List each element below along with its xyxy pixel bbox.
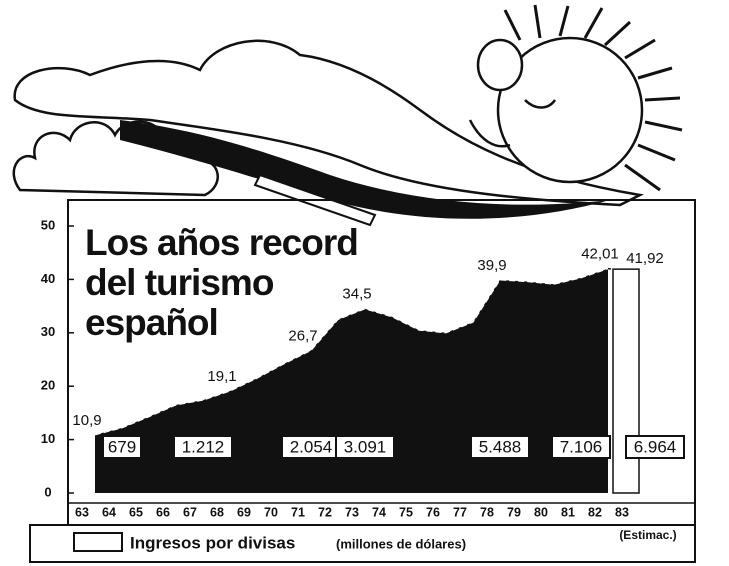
x-tick-label: 82: [588, 505, 602, 519]
estimate-bar: [613, 269, 639, 493]
income-label: 679: [108, 437, 136, 456]
x-tick-label: 79: [507, 505, 521, 519]
value-label: 42,01: [581, 246, 619, 263]
y-tick-label: 10: [41, 431, 55, 446]
income-label: 3.091: [344, 437, 387, 456]
y-tick-label: 50: [41, 217, 55, 232]
x-tick-label: 78: [480, 505, 494, 519]
x-tick-label: 67: [183, 505, 197, 519]
x-tick-label: 80: [534, 505, 548, 519]
income-label: 6.964: [634, 437, 677, 456]
x-tick-label: 76: [426, 505, 440, 519]
y-tick-label: 40: [41, 271, 55, 286]
x-tick-label: 65: [129, 505, 143, 519]
x-tick-label: 63: [75, 505, 89, 519]
legend-swatch: [74, 533, 122, 551]
y-tick-label: 20: [41, 378, 55, 393]
x-tick-label: 69: [237, 505, 251, 519]
chart: Ingresos por divisas (millones de dólare…: [0, 0, 729, 566]
x-tick-label: 64: [102, 505, 116, 519]
x-tick-label: 83: [615, 505, 629, 519]
value-label: 10,9: [72, 412, 101, 429]
value-label: 26,7: [288, 327, 317, 344]
title-line: Los años record: [85, 222, 358, 263]
income-label: 5.488: [479, 437, 522, 456]
x-tick-label: 70: [264, 505, 278, 519]
y-tick-label: 30: [41, 324, 55, 339]
x-tick-label: 66: [156, 505, 170, 519]
x-tick-label: 77: [453, 505, 467, 519]
decoration: [14, 5, 682, 205]
value-label: 19,1: [207, 368, 236, 385]
x-tick-label: 71: [291, 505, 305, 519]
legend-label: Ingresos por divisas: [130, 533, 295, 552]
x-tick-label: 81: [561, 505, 575, 519]
income-label: 1.212: [182, 437, 225, 456]
legend-unit: (millones de dólares): [336, 536, 466, 551]
x-tick-label: 68: [210, 505, 224, 519]
x-tick-label: 73: [345, 505, 359, 519]
y-tick-label: 0: [44, 484, 51, 499]
x-tick-label: 74: [372, 505, 386, 519]
title-line: español: [85, 302, 218, 343]
estimate-label: 41,92: [626, 250, 664, 267]
value-label: 34,5: [342, 286, 371, 303]
title-line: del turismo: [85, 262, 274, 303]
value-label: 39,9: [477, 257, 506, 274]
income-label: 7.106: [560, 437, 603, 456]
x-tick-label: 75: [399, 505, 413, 519]
estimate-note: (Estimac.): [619, 528, 676, 542]
x-tick-label: 72: [318, 505, 332, 519]
income-label: 2.054: [290, 437, 333, 456]
